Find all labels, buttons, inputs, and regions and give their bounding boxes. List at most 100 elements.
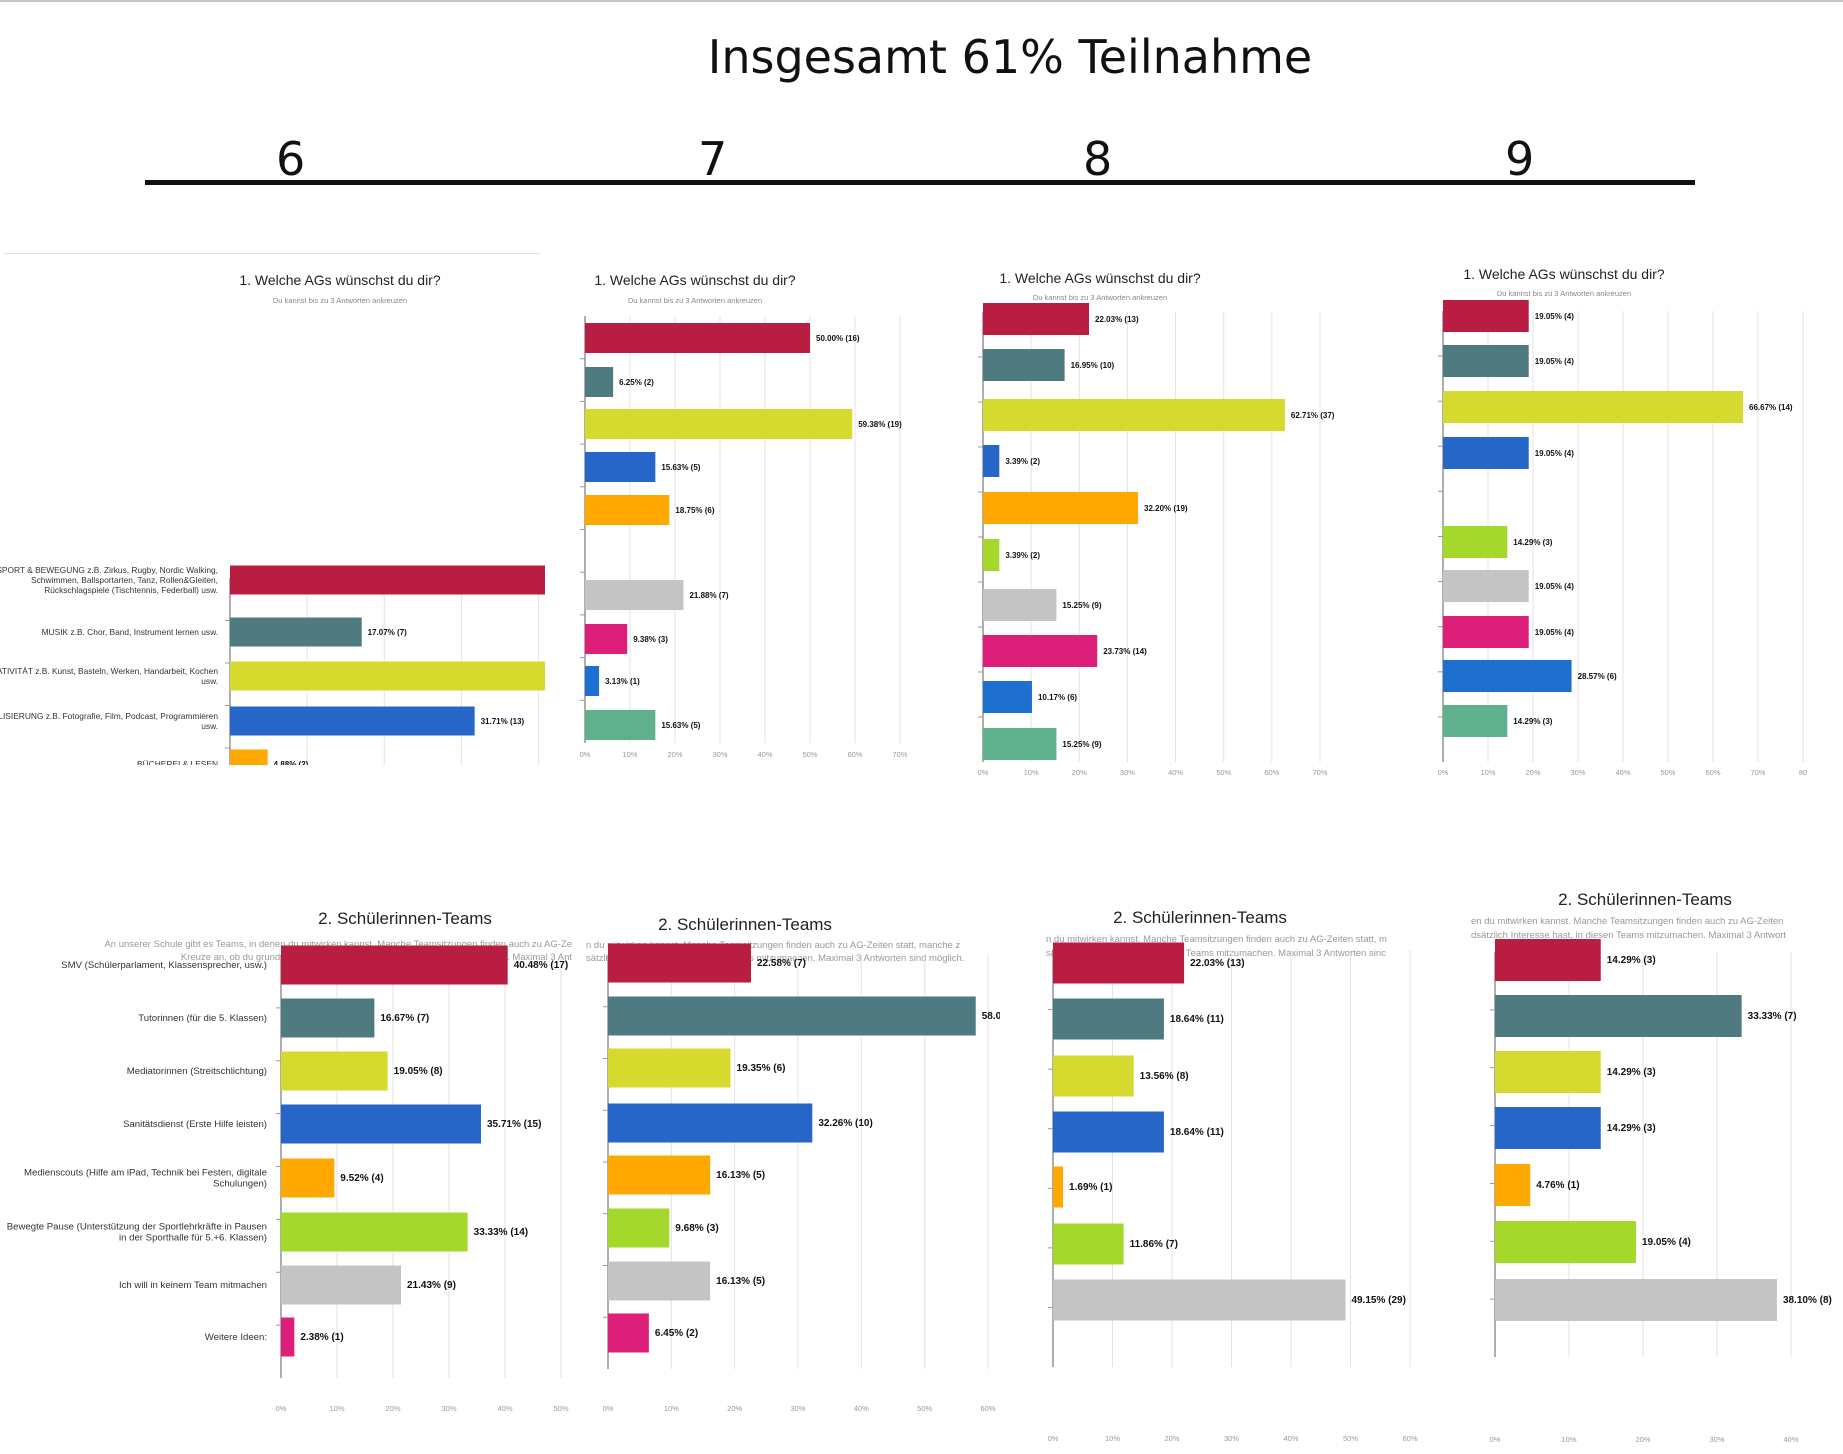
bar-value-label: 32.20% (19) xyxy=(1144,504,1188,513)
category-label-line: Ich will in keinem Team mitmachen xyxy=(119,1280,267,1291)
chart-grade8-teams: 2. Schülerinnen-Teams n du mitwirken kann… xyxy=(1046,908,1418,1443)
chart-subtitle-line: n du mitwirken kannst. Manche Teamsitzun… xyxy=(1046,934,1387,945)
bar-value-label: 21.43% (9) xyxy=(407,1280,456,1291)
bar-value-label: 3.39% (2) xyxy=(1005,457,1040,466)
bar-value-label: 19.35% (6) xyxy=(737,1063,786,1074)
bar xyxy=(983,635,1098,667)
bar xyxy=(281,1212,468,1252)
x-tick-label: 50% xyxy=(1660,768,1675,777)
bar xyxy=(1495,1164,1531,1206)
bar-value-label: 58.06% (18) xyxy=(982,1011,1000,1022)
bar-value-label: 18.75% (6) xyxy=(675,506,714,515)
bar-value-label: 19.05% (4) xyxy=(1535,449,1574,458)
bar xyxy=(585,495,670,525)
category-label: SMV (Schülerparlament, Klassensprecher, … xyxy=(61,960,267,971)
bar xyxy=(1495,1107,1601,1149)
bar xyxy=(983,303,1090,335)
x-tick-label: 0% xyxy=(1438,768,1449,777)
bar-value-label: 14.29% (3) xyxy=(1607,1067,1656,1078)
x-tick-label: 40% xyxy=(1283,1434,1298,1443)
bar-value-label: 4.76% (1) xyxy=(1536,1180,1579,1191)
bar xyxy=(1443,300,1529,332)
bar-value-label: 9.38% (3) xyxy=(633,635,668,644)
bar xyxy=(1443,391,1744,423)
bar-value-label: 15.25% (9) xyxy=(1062,740,1101,749)
category-label: Mediatorinnen (Streitschlichtung) xyxy=(127,1066,267,1077)
chart-grade8-ags: 1. Welche AGs wünschst du dir? Du kannst … xyxy=(978,270,1335,777)
category-label-line: Bewegte Pause (Unterstützung der Sportle… xyxy=(7,1221,267,1232)
bar-value-label: 19.05% (4) xyxy=(1535,628,1574,637)
bar-value-label: 59.38% (19) xyxy=(858,420,902,429)
category-label-line: KREATIVITÄT z.B. Kunst, Basteln, Werken,… xyxy=(0,666,218,676)
category-label-line: Rückschlagspiele (Tischtennis, Federball… xyxy=(44,585,218,595)
bar xyxy=(1053,942,1185,984)
bar-value-label: 11.86% (7) xyxy=(1130,1239,1178,1250)
bar xyxy=(608,1208,670,1248)
chart-title: 2. Schülerinnen-Teams xyxy=(1113,908,1287,927)
bar-value-label: 31.71% (13) xyxy=(481,717,525,726)
chart-subtitle-line: en du mitwirken kannst. Manche Teamsitzu… xyxy=(1471,916,1783,927)
bar xyxy=(1053,1223,1124,1265)
x-tick-label: 30% xyxy=(1224,1434,1239,1443)
bar xyxy=(585,710,656,740)
bar-value-label: 40.48% (17) xyxy=(514,960,568,971)
bar xyxy=(585,580,684,610)
bar-value-label: 15.63% (5) xyxy=(661,463,700,472)
x-tick-label: 10% xyxy=(329,1404,344,1413)
grade-label-7: 7 xyxy=(698,132,728,186)
bar xyxy=(1495,1221,1636,1263)
bar-value-label: 9.68% (3) xyxy=(675,1223,718,1234)
bar xyxy=(983,681,1032,713)
x-tick-label: 70% xyxy=(1750,768,1765,777)
bar-value-label: 14.29% (3) xyxy=(1607,1123,1656,1134)
bar xyxy=(983,589,1057,621)
x-tick-label: 60% xyxy=(1705,768,1720,777)
chart-grade7-ags: 1. Welche AGs wünschst du dir? Du kannst … xyxy=(580,272,908,759)
bar xyxy=(1443,616,1529,648)
bar xyxy=(608,943,752,983)
x-tick-label: 40% xyxy=(497,1404,512,1413)
bar xyxy=(585,409,853,439)
x-tick-label: 80 xyxy=(1799,768,1807,777)
category-label-line: usw. xyxy=(201,721,218,731)
chart-subtitle-line: n du mitwirken kannst. Manche Teamsitzun… xyxy=(586,940,960,951)
chart-title: 2. Schülerinnen-Teams xyxy=(1558,890,1732,909)
bar xyxy=(1495,1051,1601,1093)
bar-value-label: 4.88% (2) xyxy=(274,760,309,765)
bar-value-label: 14.29% (3) xyxy=(1513,538,1552,547)
bar-value-label: 21.88% (7) xyxy=(689,591,728,600)
bar xyxy=(585,452,656,482)
bar-value-label: 66.67% (14) xyxy=(1749,403,1793,412)
top-border xyxy=(0,0,1843,2)
chart-grade9-teams: 2. Schülerinnen-Teams en du mitwirken kan… xyxy=(1471,890,1832,1444)
bar-value-label: 22.03% (13) xyxy=(1095,315,1139,324)
bar xyxy=(983,539,1000,571)
bar xyxy=(608,1261,711,1301)
bar xyxy=(983,492,1139,524)
category-label: MUSIK z.B. Chor, Band, Instrument lernen… xyxy=(42,627,218,637)
x-tick-label: 50% xyxy=(1216,768,1231,777)
screenshot-crop-line xyxy=(4,253,540,254)
bar xyxy=(608,1313,649,1353)
category-label: SPORT & BEWEGUNG z.B. Zirkus, Rugby, Nor… xyxy=(0,565,218,595)
bar-value-label: 16.13% (5) xyxy=(716,1170,765,1181)
bar-value-label: 50.00% (16) xyxy=(816,334,860,343)
bar xyxy=(983,349,1065,381)
x-tick-label: 70% xyxy=(1312,768,1327,777)
bar-value-label: 19.05% (4) xyxy=(1535,582,1574,591)
x-tick-label: 20% xyxy=(1635,1435,1650,1444)
x-tick-label: 40% xyxy=(757,750,772,759)
bar xyxy=(281,1104,481,1144)
x-tick-label: 60% xyxy=(1264,768,1279,777)
category-label: Bewegte Pause (Unterstützung der Sportle… xyxy=(7,1221,267,1243)
bar-value-label: 33.33% (7) xyxy=(1748,1011,1797,1022)
x-tick-label: 10% xyxy=(1105,1434,1120,1443)
x-tick-label: 60% xyxy=(847,750,862,759)
bar-value-label: 3.13% (1) xyxy=(605,677,640,686)
bar-value-label: 9.52% (4) xyxy=(340,1173,383,1184)
bar xyxy=(281,1317,295,1357)
category-label-line: Weitere Ideen: xyxy=(205,1332,267,1343)
x-tick-label: 0% xyxy=(603,1404,614,1413)
category-label-line: Schwimmen, Ballsportarten, Tanz, Rollen&… xyxy=(31,575,218,585)
bar xyxy=(608,1103,813,1143)
